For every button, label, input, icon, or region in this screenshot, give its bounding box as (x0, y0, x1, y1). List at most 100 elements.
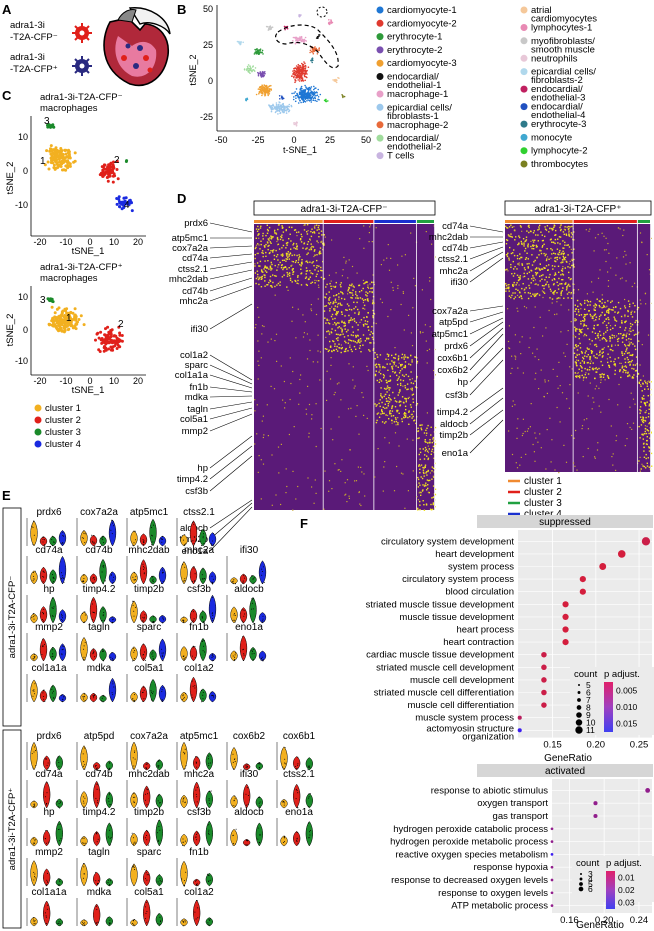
heatmap-high-cell (329, 346, 332, 348)
heatmap-high-cell (608, 377, 610, 379)
heatmap-high-cell (622, 334, 624, 337)
heatmap-high-cell (630, 341, 632, 344)
violin-shape (99, 558, 107, 585)
heatmap-noise-cell (292, 509, 294, 511)
b-cell-point (272, 108, 275, 110)
gene-label: timp2b (439, 430, 468, 441)
heatmap-high-cell (570, 232, 573, 234)
heatmap-high-cell (604, 301, 606, 304)
heatmap-high-cell (350, 319, 352, 321)
b-cell-point (310, 101, 313, 103)
b-cell-point (249, 67, 252, 69)
heatmap-high-cell (508, 235, 510, 237)
heatmap-high-cell (540, 231, 542, 233)
heatmap-high-cell (298, 231, 300, 233)
c-cell-point (117, 340, 121, 344)
heatmap-high-cell (594, 303, 596, 305)
b-cell-point (318, 35, 320, 38)
b-cell-point (335, 81, 338, 84)
b-cell-point (297, 79, 300, 81)
c-pos-xtick-4: 20 (133, 376, 143, 386)
heatmap-high-cell (648, 432, 650, 435)
heatmap-high-cell (401, 374, 404, 376)
gene-pointer-line (469, 419, 504, 454)
heatmap-high-cell (397, 359, 400, 361)
b-cell-point (255, 93, 258, 96)
heatmap-noise-cell (598, 405, 600, 407)
heatmap-high-cell (526, 263, 528, 265)
b-cell-point (259, 48, 262, 50)
heatmap-high-cell (310, 282, 312, 284)
heatmap-high-cell (648, 403, 651, 405)
violin-point (51, 535, 53, 537)
heatmap-high-cell (584, 299, 586, 302)
gene-pointer-line (209, 502, 253, 540)
heatmap-high-cell (347, 290, 349, 292)
violin-point (61, 653, 63, 655)
b-cell-point (259, 88, 261, 91)
heatmap-high-cell (575, 363, 577, 365)
b-cell-point (255, 50, 257, 53)
heatmap-high-cell (327, 302, 330, 304)
heatmap-noise-cell (307, 230, 309, 232)
heatmap-high-cell (331, 328, 333, 330)
heatmap-high-cell (404, 412, 406, 414)
heatmap-noise-cell (344, 482, 346, 484)
b-cell-point (296, 39, 299, 42)
violin-point (112, 521, 114, 523)
heatmap-noise-cell (507, 308, 509, 310)
heatmap-noise-cell (338, 382, 340, 384)
heatmap-high-cell (297, 275, 299, 277)
heatmap-high-cell (585, 314, 587, 316)
heatmap-high-cell (255, 237, 257, 239)
heatmap-noise-cell (516, 467, 519, 469)
b-cell-point (281, 110, 284, 113)
heatmap-high-cell (262, 235, 264, 237)
heatmap-high-cell (294, 261, 297, 264)
heatmap-high-cell (643, 402, 646, 404)
heatmap-noise-cell (545, 468, 547, 470)
heatmap-noise-cell (363, 414, 365, 416)
c-cell-point (110, 338, 113, 342)
heatmap-high-cell (404, 387, 407, 389)
heatmap-high-cell (612, 306, 615, 309)
heatmap-high-cell (269, 275, 272, 278)
heatmap-high-cell (515, 236, 517, 238)
heatmap-high-cell (259, 260, 262, 263)
heatmap-high-cell (420, 491, 422, 494)
heatmap-high-cell (633, 368, 635, 370)
heatmap-high-cell (567, 283, 570, 286)
c-cell-point (60, 329, 64, 333)
heatmap-high-cell (398, 376, 400, 378)
violin-point (211, 543, 212, 545)
heatmap-high-cell (648, 381, 651, 383)
heatmap-noise-cell (342, 269, 344, 271)
violin-point (251, 575, 253, 576)
heatmap-noise-cell (274, 294, 276, 296)
heatmap-high-cell (423, 509, 426, 511)
heatmap-high-cell (430, 509, 433, 511)
heatmap-noise-cell (331, 306, 333, 308)
heatmap-noise-cell (427, 491, 429, 493)
heatmap-high-cell (604, 338, 607, 341)
heatmap-high-cell (512, 275, 515, 277)
heatmap-high-cell (588, 310, 590, 312)
heatmap-noise-cell (645, 303, 647, 305)
heatmap-high-cell (585, 376, 587, 379)
b-cell-point (313, 85, 315, 88)
heatmap-high-cell (363, 304, 366, 307)
heatmap-high-cell (627, 372, 629, 374)
c-pos-title1: adra1-3i-T2A-CFP⁺ (40, 262, 123, 273)
c-cell-point (66, 321, 70, 325)
heatmap-high-cell (350, 296, 352, 299)
heatmap-high-cell (410, 371, 412, 373)
heatmap-high-cell (407, 388, 409, 390)
heatmap-high-cell (382, 406, 384, 408)
heatmap-high-cell (355, 321, 358, 324)
heatmap-high-cell (341, 328, 343, 331)
heatmap-high-cell (368, 349, 370, 351)
heatmap-high-cell (425, 484, 427, 487)
heatmap-high-cell (624, 343, 626, 346)
heatmap-high-cell (310, 243, 312, 245)
heatmap-noise-cell (383, 466, 385, 468)
